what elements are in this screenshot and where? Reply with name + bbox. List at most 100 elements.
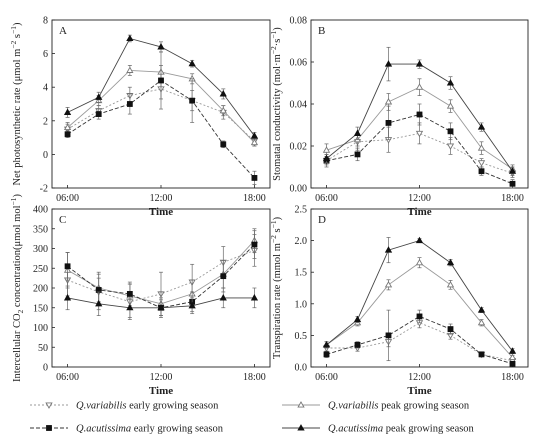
y-axis-label: Intercellular CO2 concentration(μmol mol… xyxy=(9,194,25,382)
y-axis-label-part: Intercellular CO xyxy=(12,313,23,382)
x-tick-label: 12:00 xyxy=(408,372,431,383)
data-point xyxy=(447,326,454,332)
data-point xyxy=(447,128,454,135)
y-tick-label: 300 xyxy=(33,244,48,255)
data-point xyxy=(64,263,71,270)
data-point xyxy=(508,347,517,354)
data-point xyxy=(188,301,196,309)
legend-species: Q.variabilis xyxy=(328,401,378,412)
y-tick-label: 0 xyxy=(43,150,48,161)
y-tick-label: 0.04 xyxy=(290,100,308,111)
data-point xyxy=(126,66,134,73)
data-point xyxy=(478,168,485,175)
legend-season: early growing season xyxy=(126,401,219,412)
data-point xyxy=(157,42,165,50)
data-point xyxy=(415,83,424,90)
data-point xyxy=(446,281,455,288)
data-point xyxy=(477,160,486,167)
data-point xyxy=(415,60,424,67)
x-tick-label: 18:00 xyxy=(501,193,524,204)
legend-marker xyxy=(297,401,305,408)
data-point xyxy=(384,246,393,253)
x-axis-label: Time xyxy=(407,206,431,218)
x-tick-label: 06:00 xyxy=(56,193,79,204)
y-axis-label-part: ) xyxy=(12,194,23,198)
data-point xyxy=(95,299,103,307)
y-axis-label-part: −1 xyxy=(269,220,278,228)
y-tick-label: 100 xyxy=(33,323,48,334)
y-axis-label: Transpiration rate (mmol m−2 s−1) xyxy=(269,216,283,359)
panel-letter: A xyxy=(59,25,67,37)
data-point xyxy=(477,123,486,130)
y-axis-label-part: ) xyxy=(272,27,283,31)
data-point xyxy=(126,34,134,42)
data-point xyxy=(322,154,331,162)
legend-label: Q.variabilis early growing season xyxy=(76,401,219,412)
legend-season: peak growing season xyxy=(378,401,469,412)
data-point xyxy=(219,89,227,97)
legend-marker xyxy=(45,402,53,409)
data-point xyxy=(220,273,227,280)
y-tick-label: 0.00 xyxy=(290,184,308,195)
chart-panel-a: -2 0 2 4 6 8 06:00 12:00 18:00 A Time Net photosynt… xyxy=(9,16,271,218)
legend: Q.variabilis early growing season Q.varia… xyxy=(30,401,475,435)
y-axis-label-part: −1 xyxy=(9,26,18,34)
y-tick-label: 1.5 xyxy=(295,268,308,279)
y-tick-label: 4 xyxy=(43,83,48,94)
series-qa-peak xyxy=(63,285,259,318)
data-point xyxy=(415,130,424,138)
x-axis-label: Time xyxy=(407,385,431,397)
data-point xyxy=(322,340,331,348)
y-tick-label: 200 xyxy=(33,284,48,295)
series-qa-early xyxy=(323,103,516,189)
x-tick-label: 18:00 xyxy=(243,372,266,383)
data-point xyxy=(416,111,423,118)
series-qa-peak xyxy=(63,34,259,140)
data-point xyxy=(509,360,516,367)
panel-letter: C xyxy=(59,214,66,226)
y-tick-label: 2.5 xyxy=(295,205,308,216)
y-axis-label-part: ·s xyxy=(272,39,283,47)
y-tick-label: 0.5 xyxy=(295,331,308,342)
data-point xyxy=(477,144,486,151)
y-axis-label-part: ) xyxy=(12,22,23,26)
y-axis-label: Stomatal conductivity (mol·m−2·s−1) xyxy=(269,27,283,181)
data-point xyxy=(322,146,331,153)
series-qa-early xyxy=(323,309,516,367)
data-point xyxy=(508,167,517,174)
data-point xyxy=(251,241,258,248)
y-tick-label: 400 xyxy=(33,205,48,216)
y-axis-label: Net photosynthetic rate (μmol m−2 s−1) xyxy=(9,22,23,186)
y-axis-label-part: s xyxy=(272,228,283,235)
y-axis-label-part: −1 xyxy=(269,30,278,38)
y-tick-label: 2.0 xyxy=(295,236,308,247)
y-tick-label: -2 xyxy=(40,184,48,195)
data-point xyxy=(219,106,227,114)
series-qa-peak xyxy=(322,46,517,176)
x-axis-label: Time xyxy=(149,206,173,218)
series-line xyxy=(326,240,513,352)
y-axis-label-part: Stomatal conductivity (mol·m xyxy=(272,54,283,181)
y-axis-label-part: −2 xyxy=(269,235,278,243)
data-point xyxy=(189,97,196,104)
data-point xyxy=(478,351,485,358)
data-point xyxy=(250,131,259,139)
data-point xyxy=(353,129,362,136)
data-point xyxy=(385,120,392,126)
data-point xyxy=(354,341,361,348)
data-point xyxy=(446,102,455,109)
y-tick-label: 150 xyxy=(33,303,48,314)
series-qa-peak xyxy=(322,236,517,355)
data-point xyxy=(95,93,103,100)
data-point xyxy=(384,97,393,105)
y-axis-label-part: Net photosynthetic rate (μmol m xyxy=(12,49,23,186)
plot-frame xyxy=(310,208,529,368)
y-tick-label: 350 xyxy=(33,224,48,235)
chart-panel-b: 0.00 0.02 0.04 0.06 0.08 06:00 12:00 18:00 B Time… xyxy=(269,16,529,218)
y-axis-label-part: Transpiration rate (mmol m xyxy=(272,243,283,359)
data-point xyxy=(415,236,424,244)
data-point xyxy=(477,318,486,326)
legend-marker xyxy=(46,425,52,431)
y-tick-label: 0 xyxy=(43,363,48,374)
